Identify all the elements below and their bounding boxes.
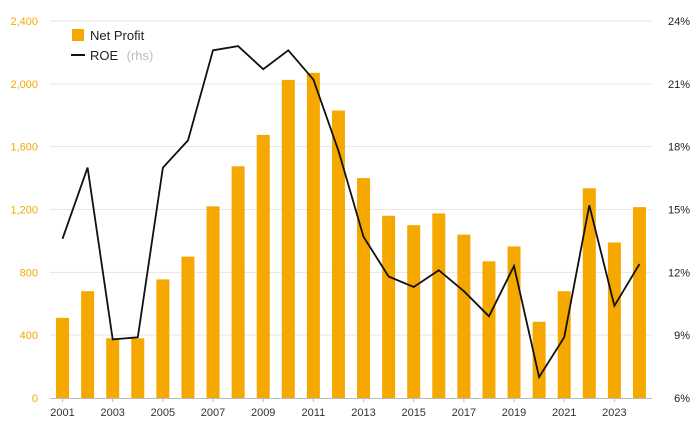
left-tick-label: 0: [32, 393, 38, 405]
right-tick-label: 18%: [668, 142, 690, 154]
bar-2005: [156, 279, 170, 398]
bar-2001: [56, 317, 70, 398]
legend-label-roe: ROE (rhs): [90, 47, 153, 64]
x-tick-label: 2011: [302, 407, 326, 419]
x-tick-label: 2003: [100, 407, 124, 419]
gridlines: [50, 20, 652, 336]
bar-2012: [331, 110, 345, 398]
legend-label-roe-name: ROE: [90, 48, 119, 63]
x-tick-label: 2023: [602, 407, 626, 419]
bar-2022: [582, 188, 596, 398]
x-tick-label: 2019: [502, 407, 526, 419]
x-tick-label: 2021: [552, 407, 576, 419]
bar-2011: [306, 72, 320, 399]
bar-2020: [532, 321, 546, 398]
bar-2024: [632, 207, 646, 398]
x-tick-label: 2009: [251, 407, 275, 419]
bar-2016: [432, 213, 446, 398]
right-tick-label: 24%: [668, 16, 690, 28]
roe-line: [61, 45, 641, 380]
bar-2018: [482, 261, 496, 398]
left-tick-label: 2,000: [10, 79, 38, 91]
bar-2004: [131, 338, 145, 398]
right-tick-label: 15%: [668, 205, 690, 217]
left-tick-label: 400: [20, 330, 38, 342]
bar-2003: [106, 338, 120, 398]
bar-2023: [607, 242, 621, 398]
left-tick-label: 2,400: [10, 16, 38, 28]
legend-label-roe-suffix: (rhs): [127, 48, 154, 63]
legend-label-net-profit: Net Profit: [90, 28, 145, 43]
bar-2006: [181, 256, 195, 398]
x-axis: 2001 2003 2005 2007 2009 2011 2013 2015 2017 2019…: [50, 398, 652, 419]
bar-series-net-profit: [56, 72, 646, 399]
left-tick-label: 800: [20, 267, 38, 279]
bar-2008: [231, 166, 245, 398]
right-axis-ticks: 6% 9% 12% 15% 18% 21% 24%: [668, 16, 690, 405]
x-tick-label: 2007: [201, 407, 225, 419]
right-tick-label: 21%: [668, 79, 690, 91]
bar-2010: [281, 79, 295, 398]
bar-2007: [206, 206, 220, 398]
x-tick-label: 2015: [401, 407, 425, 419]
x-tick-label: 2017: [452, 407, 476, 419]
bar-2017: [457, 234, 471, 398]
legend: Net Profit ROE (rhs): [71, 28, 153, 64]
right-tick-label: 12%: [668, 267, 690, 279]
right-tick-label: 6%: [674, 393, 690, 405]
left-tick-label: 1,200: [10, 205, 38, 217]
bar-2015: [407, 225, 421, 398]
right-tick-label: 9%: [674, 330, 690, 342]
x-tick-label: 2013: [351, 407, 375, 419]
bar-2002: [81, 291, 95, 398]
left-axis-ticks: 0 400 800 1,200 1,600 2,000 2,400: [10, 16, 38, 405]
bar-2014: [382, 215, 396, 398]
line-series-roe: [61, 45, 641, 380]
x-tick-label: 2001: [50, 407, 74, 419]
left-tick-label: 1,600: [10, 142, 38, 154]
bar-2009: [256, 134, 270, 398]
bar-2013: [357, 178, 371, 398]
legend-swatch-net-profit: [72, 29, 84, 41]
x-tick-label: 2005: [151, 407, 175, 419]
